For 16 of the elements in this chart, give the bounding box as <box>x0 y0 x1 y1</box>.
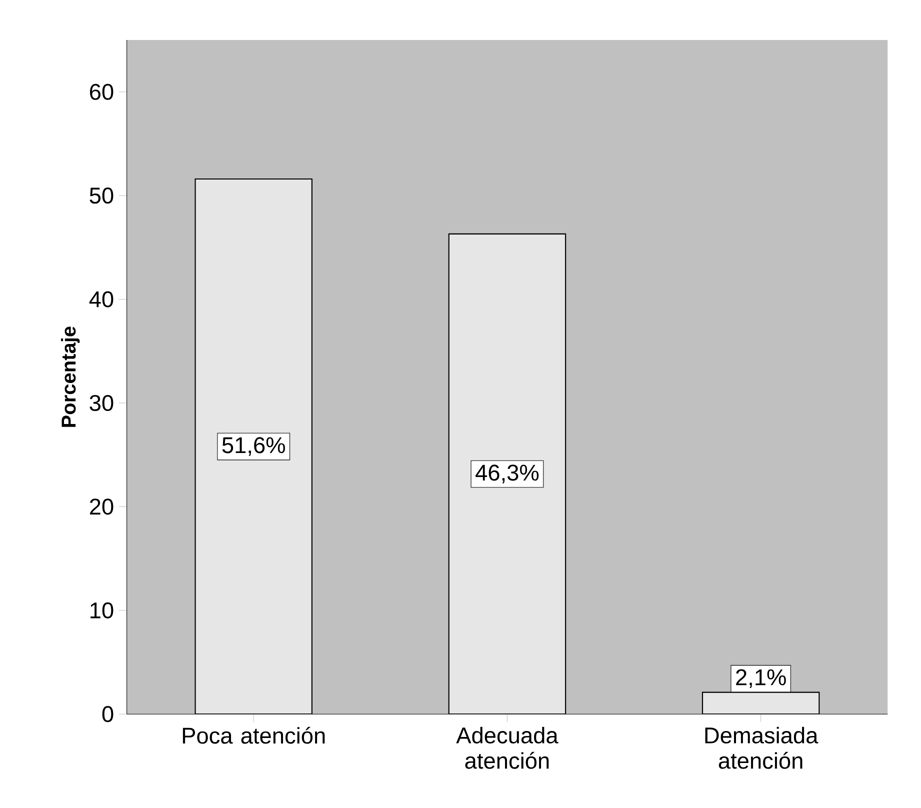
y-axis-title: Porcentaje <box>61 326 80 428</box>
data-label: 46,3% <box>476 464 539 484</box>
y-tick-label: 40 <box>89 291 114 308</box>
y-tick-label: 50 <box>90 188 114 204</box>
data-label: 51,6% <box>222 437 285 456</box>
bar <box>194 178 312 714</box>
y-tick-label: 60 <box>90 84 114 100</box>
bar <box>448 234 566 714</box>
y-tick-label: 20 <box>90 498 114 515</box>
y-tick-label: 0 <box>102 706 114 722</box>
y-tick-label: 10 <box>90 602 114 619</box>
x-tick-label: Demasiada atención <box>705 727 818 770</box>
data-label: 2,1% <box>736 670 786 688</box>
y-tick-label: 30 <box>90 395 114 412</box>
x-tick-label: Poca atención <box>182 727 325 744</box>
x-tick-label: Adecuada atención <box>456 727 558 770</box>
